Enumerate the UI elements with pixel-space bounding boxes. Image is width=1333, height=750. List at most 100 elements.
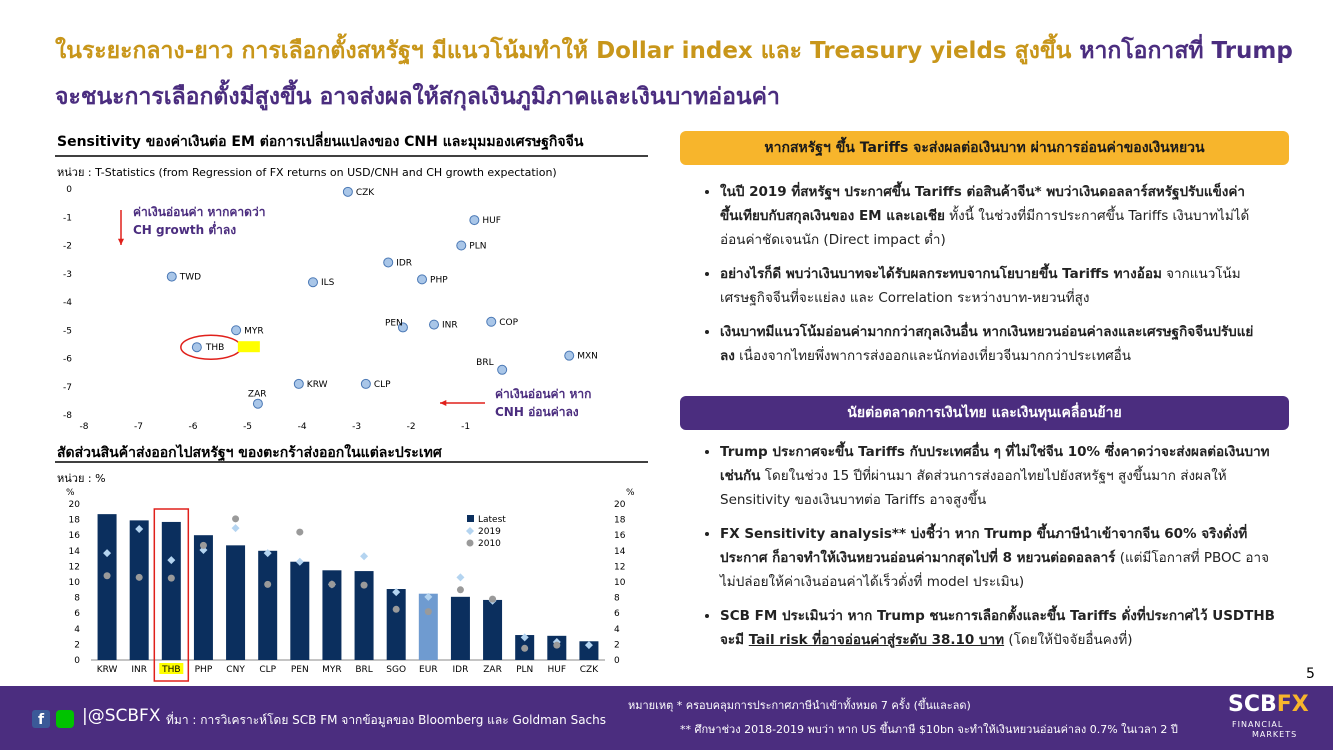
handle-text: @SCBFX	[87, 706, 161, 726]
y-tick-label: -7	[63, 383, 72, 393]
marker-diamond	[103, 549, 112, 558]
marker-diamond	[295, 557, 304, 566]
marker-diamond	[231, 524, 240, 533]
logo-line: FINANCIAL	[1232, 720, 1284, 729]
marker-diamond	[584, 641, 593, 650]
x-tick-label: EUR	[419, 665, 438, 675]
x-tick-label: CZK	[580, 665, 599, 675]
line-icon	[56, 710, 74, 728]
point	[191, 342, 202, 353]
y-tick-label: -5	[63, 326, 72, 336]
x-tick-label: CNY	[226, 665, 245, 675]
bullet-list: Trump ประกาศจะขึ้น Tariffs กับประเทศอื่น…	[700, 440, 1280, 652]
legend-label: Latest	[478, 515, 506, 525]
y2-tick-label: 0	[614, 656, 620, 666]
logo-scb: SCB	[1228, 692, 1277, 717]
point-label: ZAR	[248, 390, 267, 400]
y2-tick-label: 12	[614, 562, 625, 572]
bullets: Trump ประกาศจะขึ้น Tariffs กับประเทศอื่น…	[700, 440, 1280, 662]
y-tick-label: 2	[74, 640, 80, 650]
note: ** ศึกษาช่วง 2018-2019 พบว่า หาก US ขึ้น…	[680, 723, 1178, 736]
note: หมายเหตุ * ครอบคลุมการประกาศภาษีนำเข้าทั…	[628, 699, 971, 712]
bullet-text: Tail risk ที่อาจอ่อนค่าสู่ระดับ 38.10 บา…	[748, 632, 1005, 648]
chart-title: สัดส่วนสินค้าส่งออกไปสหรัฐฯ ของตะกร้าส่ง…	[57, 443, 443, 462]
y2-tick-label: 16	[614, 531, 626, 541]
marker-circle	[232, 515, 240, 523]
bullet: SCB FM ประเมินว่า หาก Trump ชนะการเลือกต…	[720, 604, 1280, 652]
bullet-text: ทั้งนี้ ในช่วงที่มีการประกาศขึ้น Tariffs…	[720, 208, 1250, 248]
marker-circle	[424, 608, 432, 616]
annotation: ค่าเงินอ่อนค่า หากคาดว่า	[133, 205, 265, 219]
point-label: HUF	[482, 216, 501, 226]
panel-heading: หากสหรัฐฯ ขึ้น Tariffs จะส่งผลต่อเงินบาท…	[680, 131, 1289, 165]
marker-circle	[199, 541, 207, 549]
marker-circle	[296, 528, 304, 536]
y2-tick-label: 2	[614, 640, 620, 650]
x-tick-label: -3	[352, 422, 361, 432]
x-tick-label: SGO	[386, 665, 406, 675]
bullet-text: (แต่มีโอกาสที่ PBOC อาจไม่ปล่อยให้ค่าเงิ…	[720, 550, 1269, 590]
marker-circle	[521, 644, 529, 652]
point	[397, 322, 408, 333]
y-tick-label: -4	[63, 298, 72, 308]
x-tick-label: ZAR	[483, 665, 502, 675]
bullet-text: เนื่องจากไทยพึ่งพาการส่งออกและนักท่องเที…	[734, 348, 1132, 364]
point-label: ILS	[321, 278, 335, 288]
marker-circle	[553, 641, 561, 649]
arrow-head	[440, 399, 447, 407]
x-tick-label: HUF	[548, 665, 567, 675]
x-tick-label: -7	[134, 422, 143, 432]
marker-circle	[360, 581, 368, 589]
x-tick-label: PHP	[195, 665, 213, 675]
marker-diamond	[392, 588, 401, 597]
y-tick-label: 8	[74, 594, 80, 604]
bar	[579, 641, 599, 660]
logo-fx: FX	[1276, 692, 1309, 717]
point-label: MXN	[577, 352, 598, 362]
marker-diamond	[135, 524, 144, 533]
point-label: MYR	[244, 326, 264, 336]
bar	[290, 561, 310, 660]
bullet-text: FX Sensitivity analysis** บ่งชี้ว่า หาก …	[720, 526, 1248, 566]
x-tick-label: -2	[407, 422, 416, 432]
y-tick-label: 6	[74, 609, 80, 619]
y-tick-label: -1	[63, 213, 72, 223]
marker-circle	[103, 572, 111, 580]
headline-part2: หากโอกาสที่ Trump จะชนะการเลือกตั้งมีสูง…	[55, 38, 1293, 110]
chart-subtitle: หน่วย : T-Statistics (from Regression of…	[57, 166, 557, 179]
handle: |@SCBFX	[82, 706, 161, 726]
point-label: THB	[205, 343, 224, 353]
y2-tick-label: 14	[614, 547, 626, 557]
y-tick-label: 12	[69, 562, 80, 572]
point	[383, 257, 394, 268]
marker-diamond	[456, 573, 465, 582]
label-highlight	[159, 663, 184, 674]
annotation: CH growth ต่ำลง	[133, 221, 236, 237]
y-tick-label: 4	[74, 625, 80, 635]
bullets: ในปี 2019 ที่สหรัฐฯ ประกาศขึ้น Tariffs ต…	[700, 180, 1260, 378]
x-tick-label: BRL	[355, 665, 372, 675]
annotation: CNH อ่อนค่าลง	[495, 405, 579, 419]
bar	[97, 514, 117, 660]
point	[456, 240, 467, 251]
point	[564, 350, 575, 361]
legend-label: 2010	[478, 539, 501, 549]
point	[429, 319, 440, 330]
bullet: เงินบาทมีแนวโน้มอ่อนค่ามากกว่าสกุลเงินอื…	[720, 320, 1260, 368]
point	[252, 398, 263, 409]
point	[360, 378, 371, 389]
chart-title: Sensitivity ของค่าเงินต่อ EM ต่อการเปลี่…	[57, 131, 584, 151]
chart-subtitle: หน่วย : %	[57, 472, 106, 485]
bullet: Trump ประกาศจะขึ้น Tariffs กับประเทศอื่น…	[720, 440, 1280, 512]
marker-circle	[489, 595, 497, 603]
point	[469, 215, 480, 226]
x-tick-label: -4	[298, 422, 307, 432]
marker-circle	[392, 605, 400, 613]
bullet-text: โดยในช่วง 15 ปีที่ผ่านมา สัดส่วนการส่งออ…	[720, 468, 1227, 508]
marker-diamond	[424, 592, 433, 601]
y-tick-label: 14	[69, 547, 81, 557]
bar	[193, 535, 213, 660]
bullet-text: (โดยให้ปัจจัยอื่นคงที่)	[1004, 632, 1133, 648]
facebook-icon: f	[32, 710, 50, 728]
